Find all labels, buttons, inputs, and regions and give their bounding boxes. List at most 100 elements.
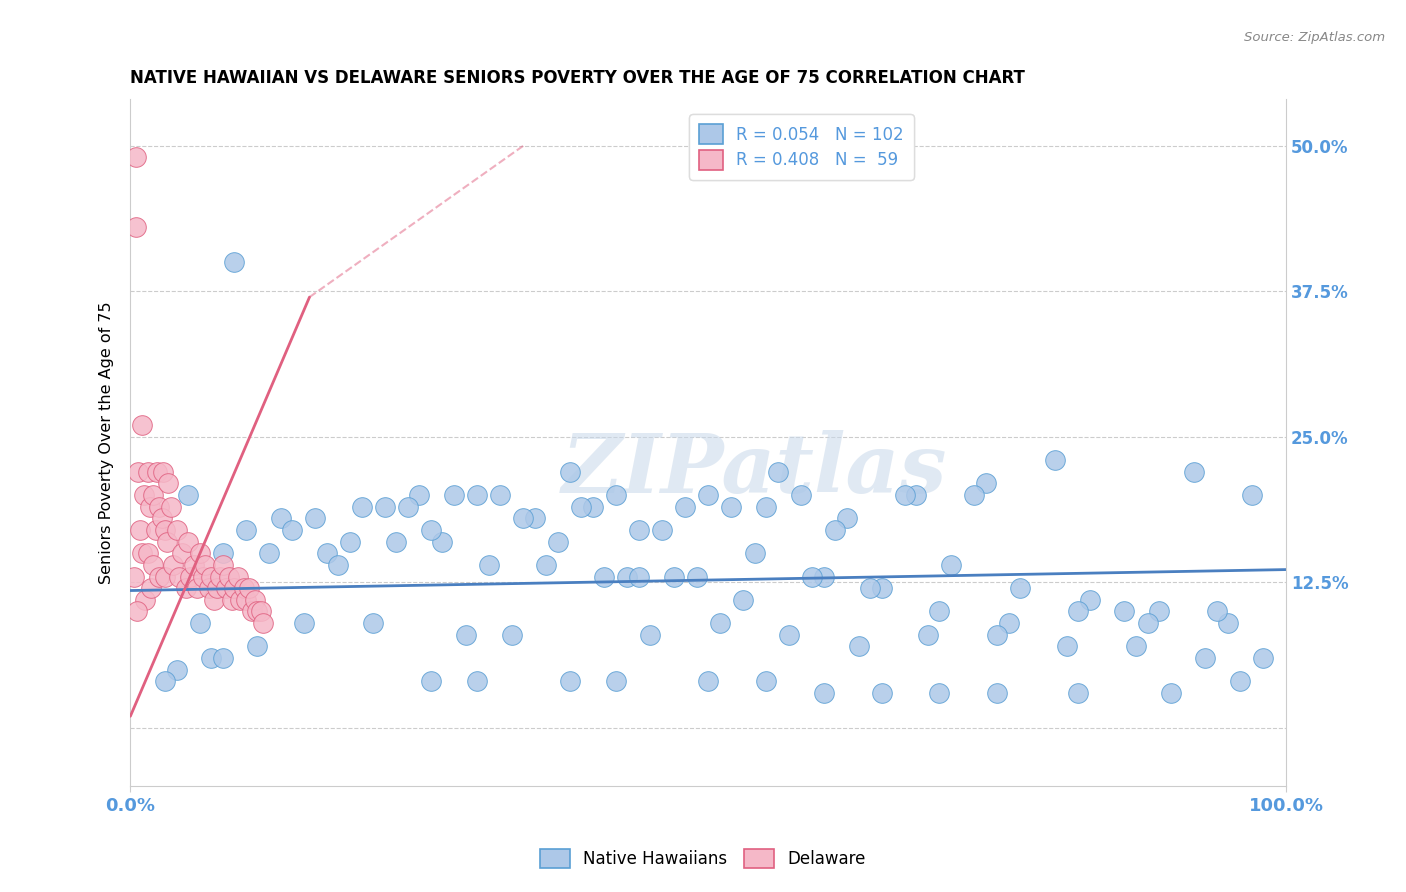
Point	[894, 488, 917, 502]
Point	[859, 581, 882, 595]
Point	[139, 581, 162, 595]
Point	[211, 546, 233, 560]
Point	[125, 220, 148, 235]
Point	[209, 569, 232, 583]
Point	[640, 628, 662, 642]
Point	[697, 488, 720, 502]
Point	[673, 500, 696, 514]
Point	[1194, 651, 1216, 665]
Point	[131, 546, 153, 560]
Point	[172, 546, 194, 560]
Point	[1067, 686, 1090, 700]
Point	[1078, 592, 1101, 607]
Point	[558, 465, 581, 479]
Point	[198, 581, 221, 595]
Point	[339, 534, 361, 549]
Point	[226, 569, 249, 583]
Point	[186, 581, 208, 595]
Point	[202, 592, 225, 607]
Point	[292, 616, 315, 631]
Point	[686, 569, 709, 583]
Point	[235, 592, 257, 607]
Point	[766, 465, 789, 479]
Point	[188, 616, 211, 631]
Point	[350, 500, 373, 514]
Text: ZIPatlas: ZIPatlas	[562, 430, 948, 510]
Point	[824, 523, 846, 537]
Point	[136, 465, 159, 479]
Point	[281, 523, 304, 537]
Point	[205, 581, 228, 595]
Point	[153, 674, 176, 689]
Point	[177, 534, 200, 549]
Point	[152, 465, 174, 479]
Point	[627, 523, 650, 537]
Point	[157, 476, 180, 491]
Point	[128, 523, 150, 537]
Point	[1240, 488, 1263, 502]
Point	[605, 674, 627, 689]
Legend: R = 0.054   N = 102, R = 0.408   N =  59: R = 0.054 N = 102, R = 0.408 N = 59	[689, 114, 914, 179]
Point	[870, 686, 893, 700]
Point	[547, 534, 569, 549]
Point	[536, 558, 558, 572]
Point	[986, 628, 1008, 642]
Point	[1251, 651, 1274, 665]
Point	[801, 569, 824, 583]
Point	[870, 581, 893, 595]
Point	[755, 500, 778, 514]
Point	[361, 616, 384, 631]
Point	[328, 558, 350, 572]
Point	[153, 569, 176, 583]
Point	[162, 558, 184, 572]
Point	[848, 640, 870, 654]
Point	[744, 546, 766, 560]
Point	[188, 546, 211, 560]
Point	[790, 488, 813, 502]
Point	[150, 511, 173, 525]
Point	[1218, 616, 1240, 631]
Point	[166, 523, 188, 537]
Point	[174, 581, 197, 595]
Point	[465, 488, 488, 502]
Point	[478, 558, 501, 572]
Point	[582, 500, 605, 514]
Point	[183, 558, 205, 572]
Point	[134, 592, 156, 607]
Point	[489, 488, 512, 502]
Point	[385, 534, 408, 549]
Point	[127, 605, 149, 619]
Point	[419, 674, 441, 689]
Point	[250, 605, 273, 619]
Point	[813, 686, 835, 700]
Point	[1043, 453, 1066, 467]
Point	[997, 616, 1019, 631]
Text: Source: ZipAtlas.com: Source: ZipAtlas.com	[1244, 31, 1385, 45]
Point	[229, 592, 252, 607]
Point	[963, 488, 986, 502]
Point	[136, 546, 159, 560]
Point	[569, 500, 592, 514]
Point	[270, 511, 292, 525]
Point	[211, 558, 233, 572]
Point	[813, 569, 835, 583]
Point	[408, 488, 430, 502]
Point	[778, 628, 800, 642]
Point	[662, 569, 685, 583]
Point	[709, 616, 731, 631]
Point	[238, 581, 260, 595]
Point	[221, 592, 243, 607]
Point	[125, 150, 148, 164]
Point	[454, 628, 477, 642]
Point	[1160, 686, 1182, 700]
Point	[501, 628, 523, 642]
Point	[928, 605, 950, 619]
Point	[215, 581, 238, 595]
Point	[159, 500, 181, 514]
Point	[179, 569, 201, 583]
Point	[139, 500, 162, 514]
Point	[148, 569, 170, 583]
Point	[1147, 605, 1170, 619]
Point	[257, 546, 280, 560]
Point	[122, 569, 145, 583]
